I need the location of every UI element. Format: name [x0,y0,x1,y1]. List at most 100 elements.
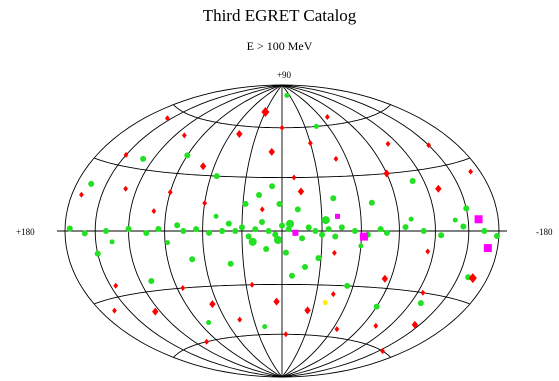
green-source-marker [332,233,339,240]
red-source-marker [259,206,265,213]
green-source-marker [272,231,279,238]
green-source-marker [81,230,88,237]
green-source-marker [225,220,232,227]
magenta-source-marker [292,229,299,236]
green-source-marker [227,260,234,267]
green-source-marker [321,216,330,225]
red-source-marker [151,208,157,215]
map-title: Third EGRET Catalog [202,6,357,25]
red-source-marker [435,184,442,193]
red-source-marker [123,185,129,192]
red-source-marker [164,115,170,122]
red-source-marker [279,124,285,131]
red-source-marker [333,155,339,162]
green-source-marker [463,205,470,212]
red-source-marker [385,140,391,147]
red-source-marker [204,338,210,345]
green-source-marker [155,226,162,233]
green-source-marker [383,229,390,236]
green-source-marker [373,303,380,310]
green-source-marker [256,192,263,199]
parallel-line [93,157,471,179]
green-source-marker [242,200,249,207]
green-source-marker [305,224,312,231]
map-subtitle: E > 100 MeV [246,39,313,53]
red-source-marker [181,132,187,139]
green-source-marker [402,224,409,231]
red-source-marker [209,300,216,309]
green-source-marker [245,233,252,240]
green-source-marker [258,218,265,225]
magenta-source-marker [335,213,341,219]
red-source-marker [273,297,280,306]
red-source-marker [411,320,419,329]
latitude-label-top: +90 [276,70,292,80]
green-source-marker [408,216,414,222]
parallel-line [93,283,471,305]
green-source-marker [438,232,445,239]
green-source-marker [248,237,257,246]
longitude-label-left: +180 [16,227,35,237]
green-source-marker [265,228,272,234]
green-source-marker [288,272,295,279]
green-source-marker [269,183,276,190]
red-source-marker [79,191,84,198]
red-source-marker [261,107,270,118]
green-source-marker [102,228,109,234]
green-source-marker [232,228,239,234]
green-source-marker [88,180,95,187]
red-source-marker [297,187,305,196]
red-source-marker [468,273,477,284]
green-source-marker [279,222,285,229]
green-source-marker [66,225,73,232]
green-source-marker [219,228,226,234]
red-source-marker [468,168,474,175]
green-source-marker [140,155,147,162]
red-source-marker [383,169,390,178]
red-source-marker [304,306,311,315]
red-source-marker [268,147,275,156]
red-source-marker [236,129,243,138]
green-source-marker [213,213,219,219]
green-source-marker [299,235,306,242]
red-source-marker [199,162,207,171]
red-source-marker [113,282,119,289]
green-source-marker [368,199,375,206]
green-source-marker [263,246,270,253]
green-source-marker [193,226,200,233]
red-source-marker [307,140,313,147]
green-source-marker [276,201,283,208]
red-source-marker [123,151,129,158]
green-source-marker [284,92,290,98]
green-source-marker [315,255,322,262]
green-source-marker [312,228,319,234]
red-source-marker [283,331,289,338]
green-source-marker [409,177,416,184]
red-source-marker [381,274,389,283]
red-source-marker [180,285,186,292]
green-source-marker [493,233,500,240]
red-source-marker [380,348,386,355]
green-source-marker [417,300,424,307]
green-source-marker [184,152,191,159]
green-source-marker [273,236,282,245]
red-source-marker [202,200,208,207]
source-markers [66,92,500,355]
green-source-marker [338,224,345,231]
green-source-marker [206,320,212,326]
green-source-marker [377,226,384,233]
green-source-marker [189,256,196,263]
red-source-marker [332,249,337,256]
parallel-line [173,333,391,358]
green-source-marker [313,123,319,129]
green-source-marker [180,228,187,234]
green-source-marker [125,225,132,232]
longitude-label-right: -180 [536,227,553,237]
red-source-marker [330,291,336,298]
green-source-marker [452,217,458,223]
green-source-marker [252,226,259,233]
green-source-marker [213,173,220,180]
red-source-marker [112,307,117,314]
red-source-marker [334,326,340,333]
green-source-marker [282,249,289,256]
